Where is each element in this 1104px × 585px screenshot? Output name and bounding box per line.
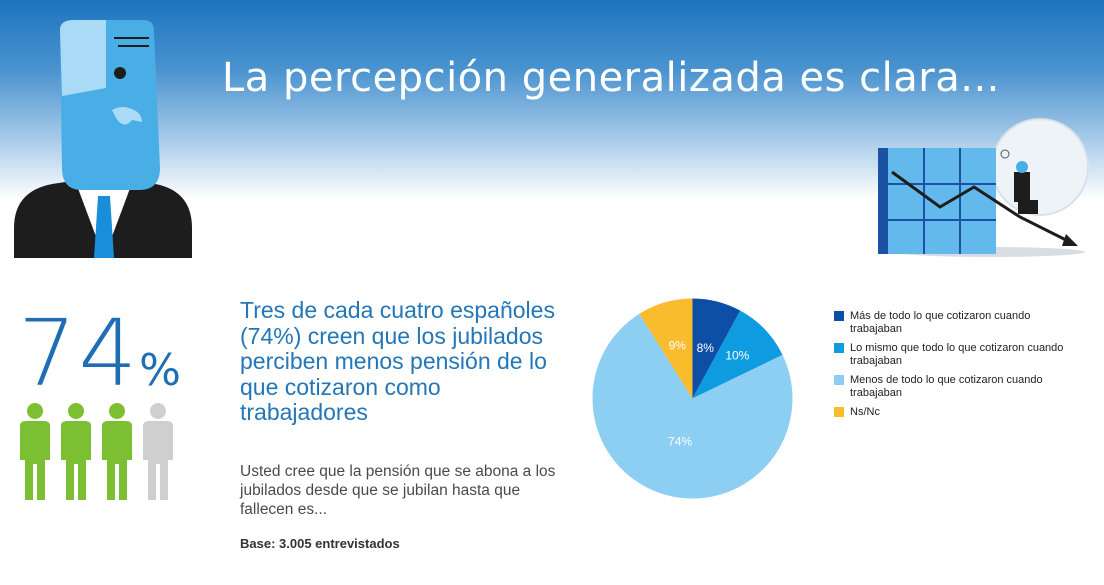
pie-slice <box>639 298 693 399</box>
person-icon-filled <box>20 403 50 500</box>
pie-slice <box>692 310 783 399</box>
person-icon-filled <box>61 403 91 500</box>
businessman-illustration <box>14 20 192 258</box>
person-icon-filled <box>102 403 132 500</box>
pie-slice-label: 10% <box>725 349 749 363</box>
base-note: Base: 3.005 entrevistados <box>240 536 400 551</box>
legend-label: Ns/Nc <box>850 406 880 418</box>
headline: Tres de cada cuatro españoles (74%) cree… <box>240 297 555 425</box>
pie-slice-label: 8% <box>697 341 715 355</box>
people-icons-row <box>20 403 173 500</box>
legend-item: Más de todo lo que cotizaron cuando trab… <box>834 310 1074 336</box>
legend-swatch <box>834 343 844 353</box>
pie-slice <box>592 313 793 499</box>
legend-swatch <box>834 407 844 417</box>
chart-legend: Más de todo lo que cotizaron cuando trab… <box>834 310 1074 425</box>
big-stat: 74% <box>18 300 181 407</box>
legend-label: Menos de todo lo que cotizaron cuando tr… <box>850 374 1043 399</box>
legend-label: Más de todo lo que cotizaron cuando trab… <box>850 310 1031 335</box>
legend-swatch <box>834 311 844 321</box>
legend-item: Menos de todo lo que cotizaron cuando tr… <box>834 374 1074 400</box>
pie-slice-label: 9% <box>669 339 687 353</box>
legend-label: Lo mismo que todo lo que cotizaron cuand… <box>850 342 1064 367</box>
person-icon-empty <box>143 403 173 500</box>
legend-item: Lo mismo que todo lo que cotizaron cuand… <box>834 342 1074 368</box>
legend-item: Ns/Nc <box>834 406 1074 419</box>
pie-slice-label: 74% <box>668 435 692 449</box>
page-title: La percepción generalizada es clara... <box>222 55 1000 101</box>
pie-slice <box>692 298 741 399</box>
survey-question: Usted cree que la pensión que se abona a… <box>240 463 556 518</box>
big-stat-percent-sign: % <box>139 345 181 396</box>
legend-swatch <box>834 375 844 385</box>
big-stat-number: 74 <box>18 300 140 407</box>
pie-chart: 8% 10% 74% 9% <box>592 298 793 499</box>
declining-chart-illustration <box>878 118 1089 257</box>
